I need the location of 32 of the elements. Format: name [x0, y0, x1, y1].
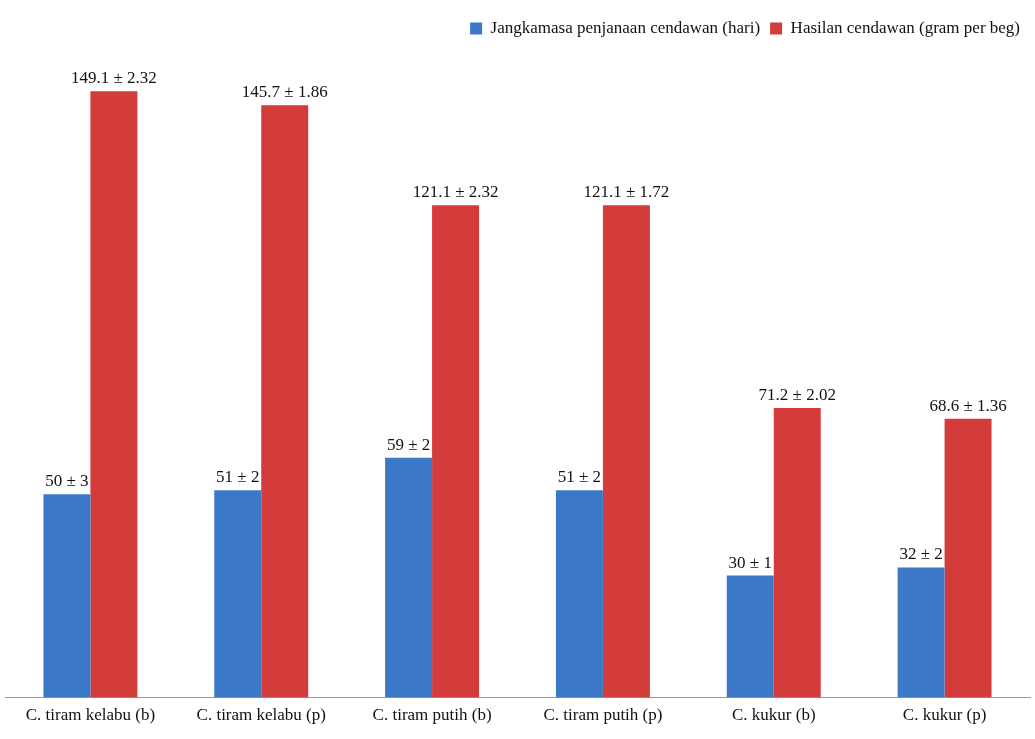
data-label: 32 ± 2 [899, 544, 943, 564]
x-tick-label: C. tiram putih (p) [543, 705, 663, 725]
bar [43, 494, 91, 698]
bar [261, 105, 309, 698]
legend-label: Hasilan cendawan (gram per beg) [790, 17, 1021, 37]
bar [555, 490, 603, 698]
data-label: 121.1 ± 1.72 [583, 182, 670, 202]
x-tick-label: C. tiram putih (b) [372, 705, 492, 725]
bar [432, 205, 480, 698]
x-tick-label: C. kukur (p) [902, 705, 987, 725]
data-label: 51 ± 2 [216, 467, 260, 487]
data-label: 68.6 ± 1.36 [929, 395, 1007, 415]
bar [602, 205, 650, 698]
x-tick-label: C. kukur (b) [731, 705, 816, 725]
bar [897, 567, 945, 698]
data-label: 121.1 ± 2.32 [412, 182, 499, 202]
data-label: 145.7 ± 1.86 [241, 82, 328, 102]
bar [214, 490, 262, 698]
bar [944, 418, 992, 698]
data-label: 149.1 ± 2.32 [70, 68, 157, 88]
x-tick-label: C. tiram kelabu (p) [196, 705, 326, 725]
data-label: 71.2 ± 2.02 [758, 385, 836, 405]
x-tick-label: C. tiram kelabu (b) [25, 705, 156, 725]
data-label: 50 ± 3 [45, 471, 89, 491]
bar [726, 575, 774, 698]
data-label: 59 ± 2 [386, 434, 431, 454]
data-label: 51 ± 2 [557, 467, 602, 487]
bar [773, 408, 821, 698]
bar [90, 91, 138, 698]
data-label: 30 ± 1 [728, 552, 772, 572]
bar [385, 457, 433, 698]
legend-label: Jangkamasa penjanaan cendawan (hari) [490, 17, 761, 37]
